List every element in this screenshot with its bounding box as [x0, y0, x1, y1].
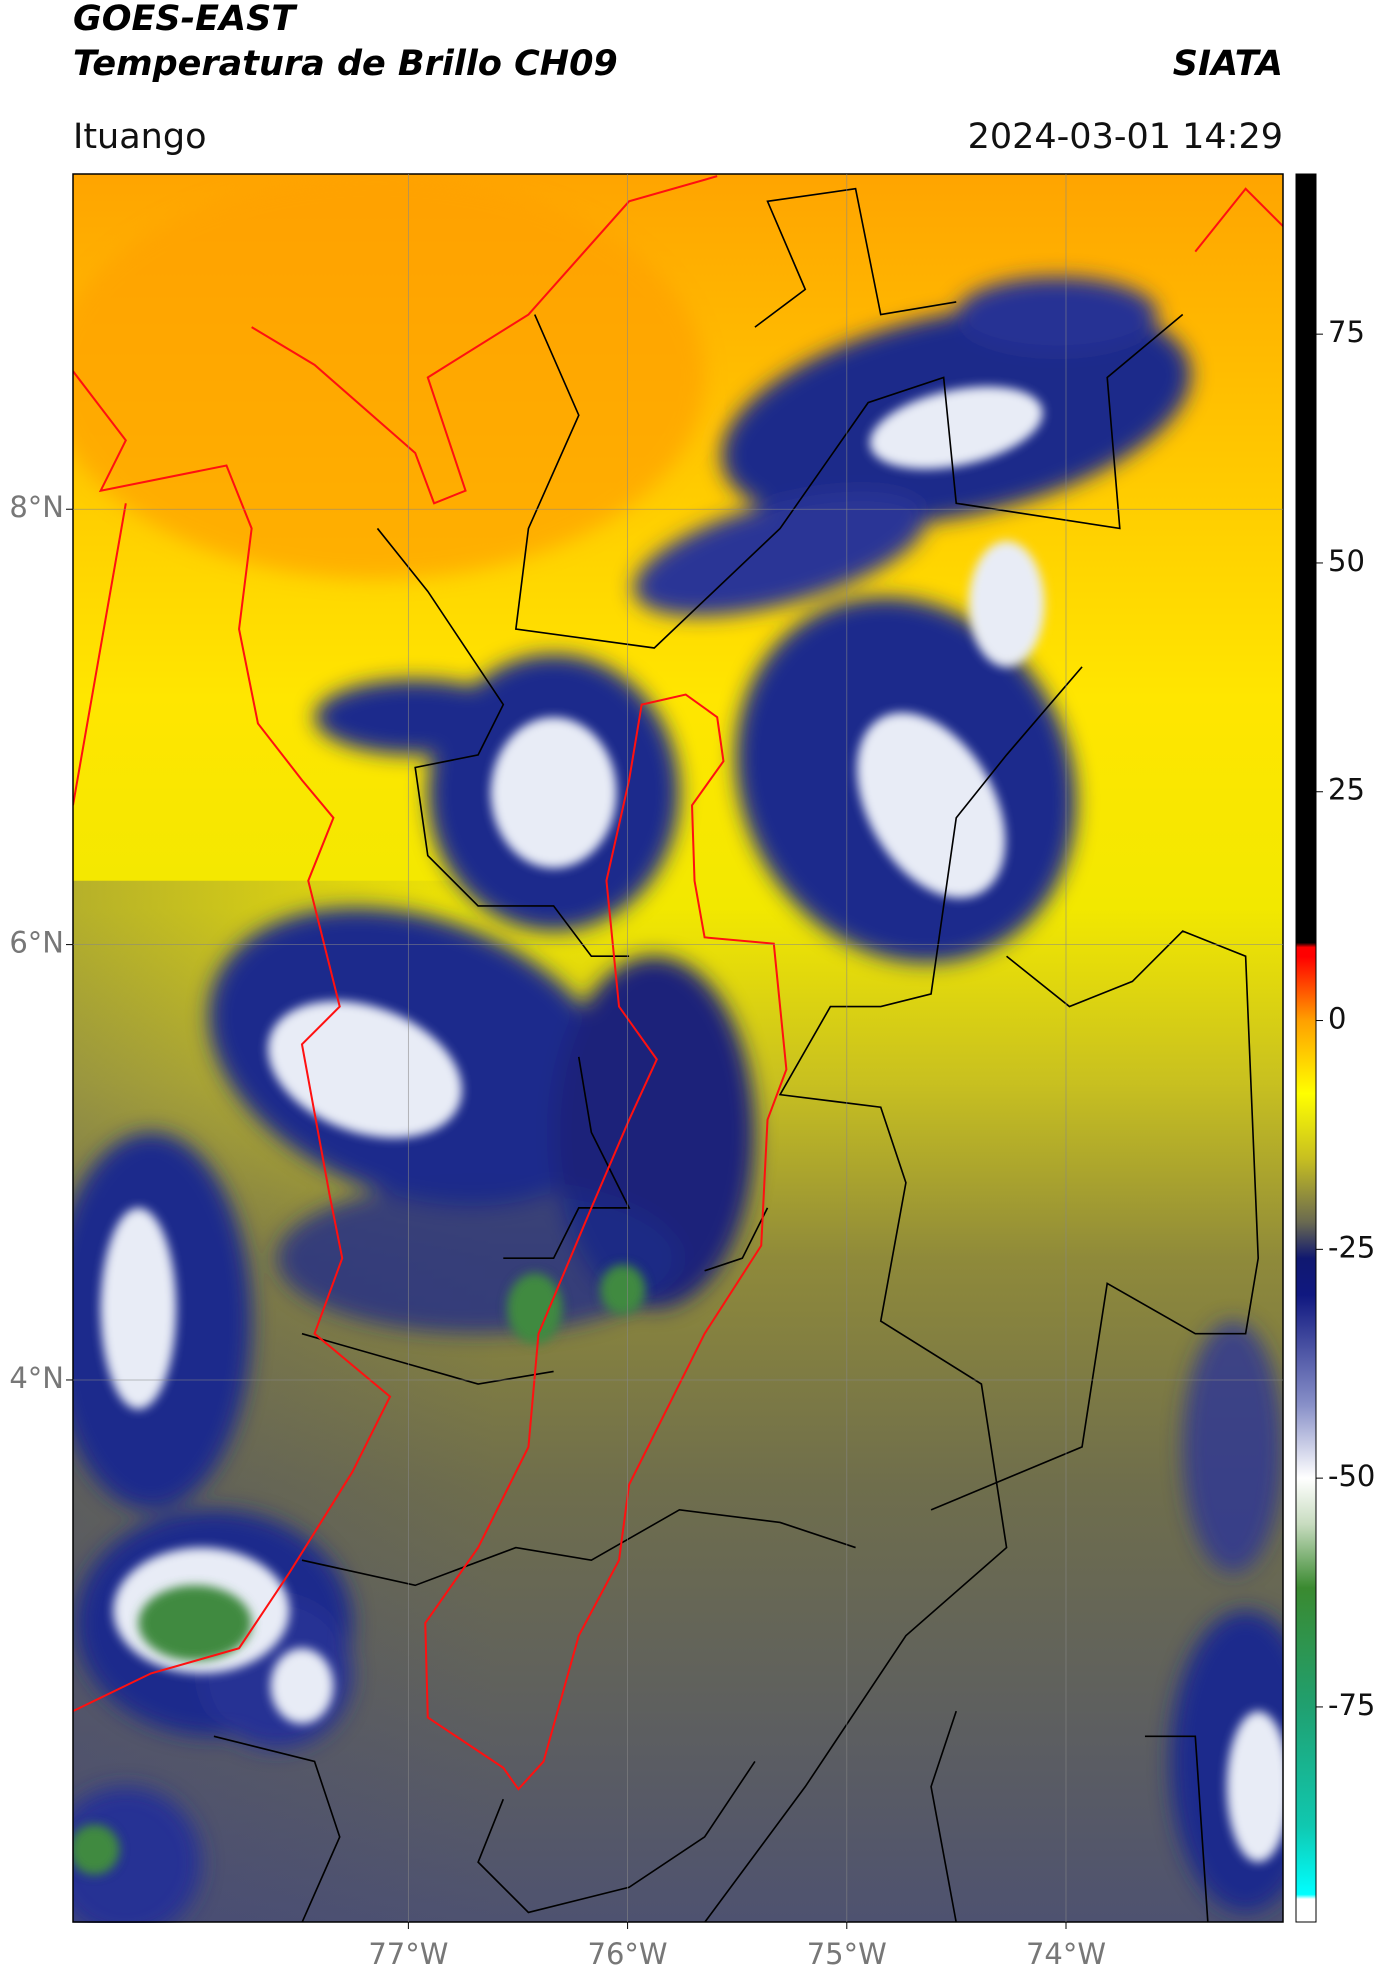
datetime: 2024-03-01 14:29 — [968, 117, 1283, 157]
x-tick-label: 77°W — [368, 1937, 448, 1971]
colorbar-tick-label: 50 — [1328, 544, 1365, 578]
satellite-image — [72, 173, 1284, 1923]
colorbar — [1295, 173, 1317, 1923]
colorbar-tick-label: 25 — [1328, 773, 1365, 807]
source: SIATA — [1173, 44, 1283, 84]
x-tick-label: 76°W — [588, 1937, 668, 1971]
y-tick-label: 8°N — [9, 490, 64, 524]
colorbar-tick-label: 0 — [1328, 1002, 1346, 1036]
colorbar-tick-label: -25 — [1328, 1230, 1375, 1264]
colorbar-tick-label: -75 — [1328, 1688, 1375, 1722]
title-line2: Temperatura de Brillo CH09 — [73, 44, 618, 84]
colorbar-tick-label: 75 — [1328, 315, 1365, 349]
colorbar-tick-label: -50 — [1328, 1459, 1375, 1493]
title-line1: GOES-EAST — [73, 0, 298, 39]
x-tick-label: 74°W — [1026, 1937, 1106, 1971]
y-tick-label: 6°N — [9, 926, 64, 960]
x-tick-label: 75°W — [807, 1937, 887, 1971]
map-frame — [72, 173, 1284, 1923]
region: Ituango — [73, 117, 207, 157]
y-tick-label: 4°N — [9, 1361, 64, 1395]
